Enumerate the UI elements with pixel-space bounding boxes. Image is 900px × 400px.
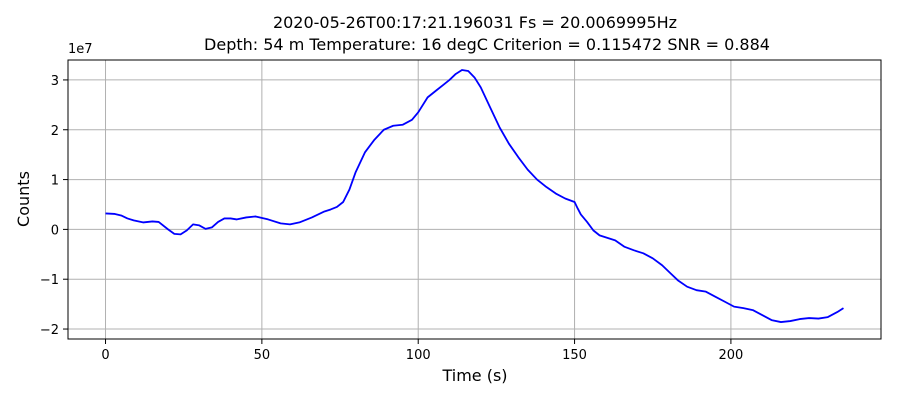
chart-title-line-2: Depth: 54 m Temperature: 16 degC Criteri… — [204, 35, 770, 54]
y-tick-label: 0 — [51, 223, 59, 238]
y-tick-label: −1 — [40, 273, 59, 288]
y-tick-label: −2 — [40, 323, 59, 338]
x-tick-label: 0 — [101, 348, 109, 363]
grid — [68, 60, 881, 339]
x-tick-label: 100 — [406, 348, 431, 363]
x-tick-label: 150 — [562, 348, 587, 363]
x-axis: 0 50 100 150 200 — [101, 339, 743, 363]
y-tick-label: 1 — [51, 174, 59, 189]
series-line-0 — [105, 69, 844, 323]
y-tick-label: 3 — [51, 74, 59, 89]
y-tick-label: 2 — [51, 124, 59, 139]
y-offset-label: 1e7 — [68, 42, 93, 57]
y-axis-label: Counts — [14, 171, 33, 227]
x-axis-label: Time (s) — [441, 366, 507, 385]
x-tick-label: 50 — [254, 348, 271, 363]
y-axis: −2 −1 0 1 2 3 — [40, 74, 68, 338]
x-tick-label: 200 — [718, 348, 743, 363]
chart-title-line-1: 2020-05-26T00:17:21.196031 Fs = 20.00699… — [273, 13, 677, 32]
plot-frame — [67, 59, 882, 340]
series-group — [105, 69, 844, 323]
